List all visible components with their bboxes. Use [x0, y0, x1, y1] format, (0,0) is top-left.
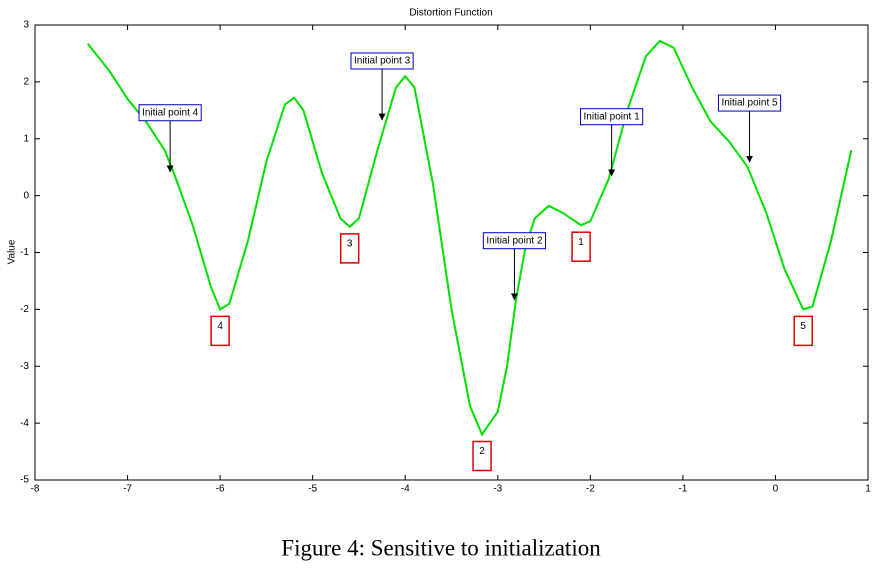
x-tick-label: -8 [31, 484, 40, 495]
annotation-text: Initial point 1 [584, 111, 641, 122]
annotation-box [580, 108, 644, 126]
data-line [86, 39, 853, 437]
annotation-text: Initial point 2 [486, 235, 543, 246]
y-tick-label: -3 [20, 361, 29, 372]
minimum-label: 5 [800, 321, 806, 332]
annotation-text: Initial point 5 [721, 98, 778, 109]
x-tick-label: -6 [216, 484, 225, 495]
x-tick-label: -1 [678, 484, 687, 495]
minimum-box [472, 440, 492, 472]
y-tick-label: -5 [20, 475, 29, 486]
annotation-box [350, 52, 414, 70]
y-tick-label: 2 [23, 77, 29, 88]
minimum-label: 4 [217, 321, 223, 332]
minimum-label: 2 [479, 446, 485, 457]
annotation-box [717, 94, 782, 112]
x-tick-label: -5 [308, 484, 317, 495]
y-tick-label: 0 [23, 190, 29, 201]
x-tick-label: -4 [401, 484, 410, 495]
plot-frame [34, 24, 869, 481]
minimum-box [571, 231, 591, 262]
annotation-box [138, 104, 202, 122]
figure-caption: Figure 4: Sensitive to initialization [281, 535, 601, 560]
y-tick-label: 3 [23, 20, 29, 31]
y-tick-label: -1 [20, 247, 29, 258]
annotation-text: Initial point 4 [142, 107, 199, 118]
y-tick-label: -2 [20, 304, 29, 315]
y-tick-label: 1 [23, 133, 29, 144]
x-tick-label: -3 [493, 484, 502, 495]
y-axis-label: Value [7, 239, 18, 264]
x-tick-label: 0 [773, 484, 779, 495]
annotation-box [482, 232, 547, 250]
x-tick-label: 1 [865, 484, 871, 495]
minimum-label: 3 [347, 239, 353, 250]
minimum-box [339, 233, 360, 264]
chart-title: Distortion Function [409, 8, 492, 19]
x-tick-label: -2 [586, 484, 595, 495]
x-tick-label: -7 [123, 484, 132, 495]
annotation-text: Initial point 3 [354, 56, 411, 67]
minimum-box [793, 315, 813, 347]
minimum-label: 1 [578, 237, 584, 248]
y-tick-label: -4 [20, 418, 29, 429]
minimum-box [210, 315, 230, 347]
